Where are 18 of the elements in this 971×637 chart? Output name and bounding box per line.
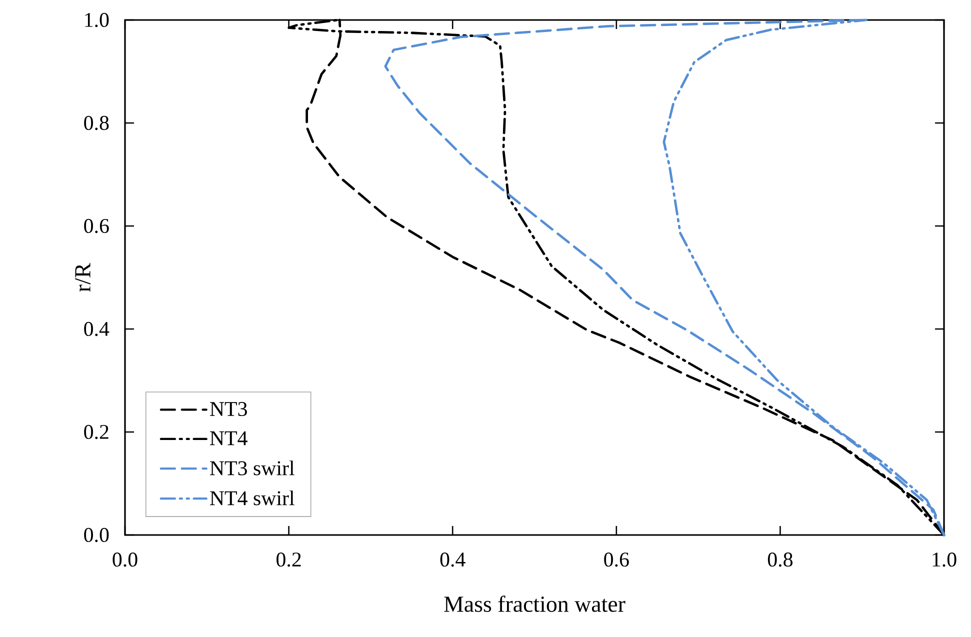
y-tick-label: 0.0 [84, 528, 109, 542]
y-tick-label: 1.0 [85, 12, 109, 28]
legend-label: NT4 [210, 431, 248, 446]
legend-label: NT4 swirl [210, 490, 294, 506]
legend-label: NT3 swirl [210, 460, 294, 476]
y-tick-label: 0.8 [84, 116, 109, 130]
y-tick-label: 0.6 [84, 218, 109, 234]
x-tick-label: 0.0 [112, 552, 138, 567]
y-tick-label: 0.2 [84, 424, 108, 440]
x-tick-label: 0.4 [440, 552, 466, 567]
legend-label: NT3 [210, 402, 247, 416]
x-axis-title: Mass fraction water [444, 596, 626, 612]
x-tick-label: 0.2 [276, 552, 301, 567]
x-tick-label: 1.0 [932, 552, 956, 567]
y-axis-title: r/R [75, 262, 90, 292]
x-tick-label: 0.6 [604, 552, 629, 567]
x-tick-label: 0.8 [768, 552, 792, 567]
y-tick-label: 0.4 [84, 322, 110, 336]
